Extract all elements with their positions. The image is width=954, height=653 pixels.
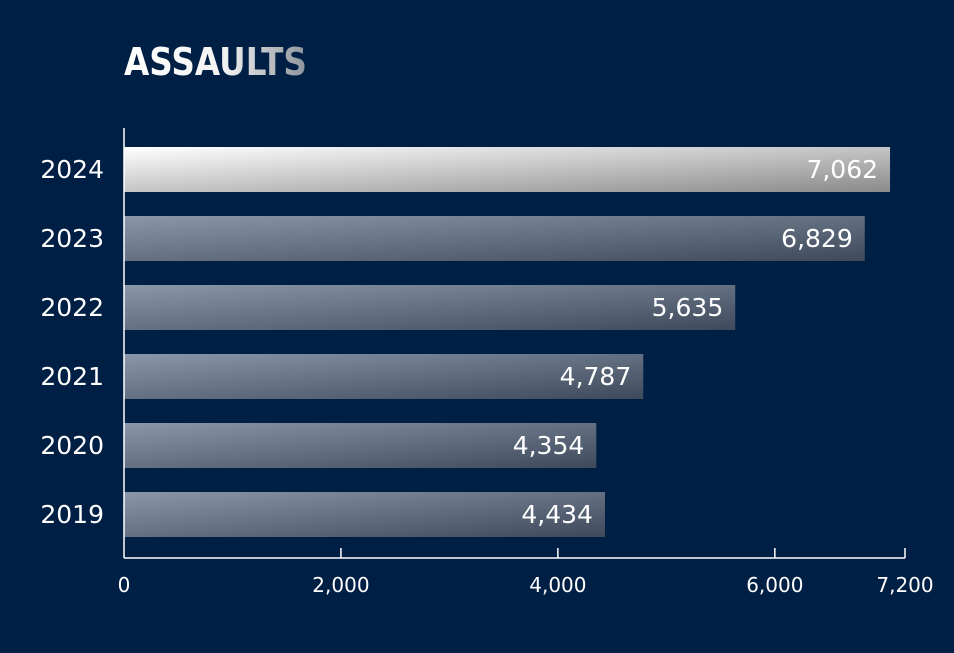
bar-2019 [124,492,605,537]
labels-layer: 2024 7,062 2023 6,829 2022 5,635 2021 4,787 2020… [40,155,878,529]
value-label-2022: 5,635 [652,293,724,322]
x-tick-label-7200: 7,200 [876,573,933,597]
bars-layer [124,147,891,537]
category-label-2022: 2022 [40,293,104,322]
category-label-2021: 2021 [40,362,104,391]
category-label-2024: 2024 [40,155,104,184]
bar-2024 [124,147,891,192]
bar-2022 [124,285,736,330]
chart-title: ASSAULTS [124,40,307,84]
value-label-2019: 4,434 [521,500,593,529]
bar-2023 [124,216,865,261]
x-tick-label-6000: 6,000 [746,573,803,597]
x-tick-label-4000: 4,000 [529,573,586,597]
value-label-2023: 6,829 [781,224,853,253]
value-label-2021: 4,787 [560,362,632,391]
bar-2020 [124,423,597,468]
category-label-2023: 2023 [40,224,104,253]
x-tick-label-2000: 2,000 [312,573,369,597]
category-label-2019: 2019 [40,500,104,529]
axis-layer: 0 2,000 4,000 6,000 7,200 [118,128,934,597]
value-label-2024: 7,062 [806,155,878,184]
category-label-2020: 2020 [40,431,104,460]
bar-2021 [124,354,644,399]
value-label-2020: 4,354 [513,431,585,460]
x-tick-label-0: 0 [118,573,131,597]
